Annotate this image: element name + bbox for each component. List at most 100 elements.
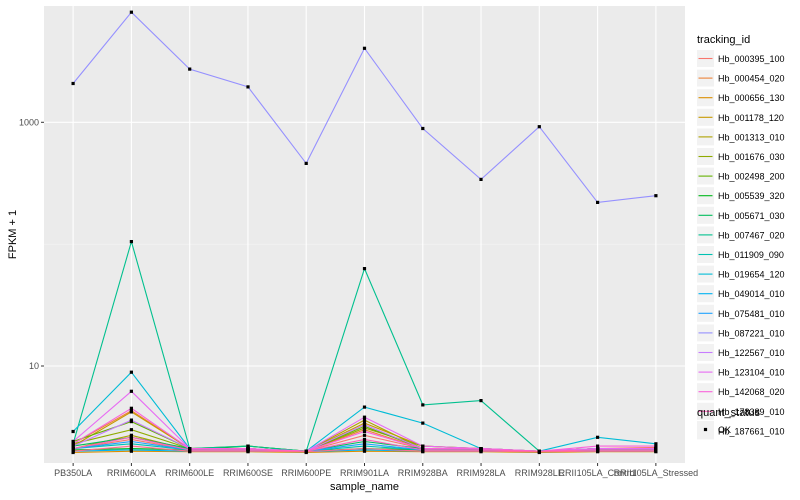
point-Hb_007467_020-7 <box>479 399 483 403</box>
legend-label-6: Hb_002498_200 <box>718 172 785 182</box>
point-Hb_123104_010-0 <box>71 439 75 444</box>
legend-label-1: Hb_000454_020 <box>718 74 785 84</box>
legend-label-3: Hb_001178_120 <box>718 113 784 123</box>
point-Hb_019654_120-6 <box>421 421 425 425</box>
point-Hb_187661_010-4 <box>304 450 308 454</box>
point-Hb_178389_010-0 <box>71 447 75 451</box>
point-Hb_187661_010-6 <box>421 449 425 453</box>
point-Hb_142068_020-9 <box>596 444 600 448</box>
point-Hb_142068_020-10 <box>654 444 658 448</box>
point-Hb_142068_020-1 <box>129 406 133 410</box>
legend-label-12: Hb_049014_010 <box>718 289 785 299</box>
x-tick-label-3: RRIM600SE <box>223 468 273 478</box>
point-Hb_122567_010-5 <box>362 423 367 427</box>
shape-legend-title: quant_status <box>697 407 760 419</box>
point-Hb_087221_010-9 <box>596 200 600 204</box>
point-Hb_011909_090-5 <box>362 444 367 448</box>
x-tick-label-2: RRIM600LE <box>165 468 214 478</box>
point-Hb_187661_010-0 <box>71 449 75 453</box>
point-Hb_187661_010-9 <box>596 449 600 453</box>
point-Hb_087221_010-3 <box>246 85 250 89</box>
point-Hb_122567_010-0 <box>71 444 75 448</box>
legend-label-4: Hb_001313_010 <box>718 132 785 142</box>
legend-label-16: Hb_123104_010 <box>718 368 785 378</box>
x-axis-title: sample_name <box>330 481 399 493</box>
point-Hb_123104_010-1 <box>129 389 133 393</box>
point-Hb_001178_120-1 <box>129 410 133 414</box>
point-Hb_001313_010-5 <box>362 418 367 422</box>
point-Hb_007467_020-5 <box>362 267 367 271</box>
legend-label-18: Hb_178389_010 <box>718 407 785 417</box>
point-Hb_001676_030-5 <box>362 426 367 430</box>
point-Hb_019654_120-5 <box>362 405 367 409</box>
point-Hb_019654_120-9 <box>596 435 600 439</box>
point-Hb_000395_100-5 <box>362 433 367 437</box>
y-axis-title: FPKM + 1 <box>7 210 19 259</box>
legend-label-5: Hb_001676_030 <box>718 152 785 162</box>
point-Hb_178389_010-5 <box>362 437 367 441</box>
point-Hb_187661_010-5 <box>362 447 367 451</box>
x-axis: PB350LA RRIM600LA RRIM600LE RRIM600SE RRIM60… <box>54 463 698 478</box>
point-Hb_187661_010-2 <box>188 449 192 453</box>
legend-label-17: Hb_142068_020 <box>718 387 785 397</box>
legend-label-9: Hb_007467_020 <box>718 230 785 240</box>
legend-label-15: Hb_122567_010 <box>718 348 785 358</box>
point-Hb_049014_010-1 <box>129 448 133 452</box>
point-Hb_123104_010-6 <box>421 444 425 448</box>
shape-legend-items: OK <box>697 421 731 438</box>
x-tick-label-4: RRIM600PE <box>281 468 331 478</box>
point-Hb_000454_020-5 <box>362 428 367 432</box>
point-Hb_187661_010-7 <box>479 449 483 453</box>
point-Hb_122567_010-1 <box>129 418 133 422</box>
point-Hb_087221_010-0 <box>71 81 75 86</box>
point-Hb_087221_010-1 <box>129 10 133 14</box>
y-tick-label-0: 10 <box>29 361 39 371</box>
legend-title: tracking_id <box>697 34 750 46</box>
point-Hb_019654_120-10 <box>654 442 658 446</box>
data-points <box>71 10 658 455</box>
legend-items: Hb_000395_100 Hb_000454_020 Hb_000656_130 H… <box>697 50 785 440</box>
x-tick-label-5: RRIM901LA <box>340 468 389 478</box>
point-Hb_000395_100-1 <box>129 437 133 441</box>
point-Hb_187661_010-10 <box>654 449 658 453</box>
point-Hb_019654_120-0 <box>71 429 75 434</box>
legend-label-14: Hb_087221_010 <box>718 328 785 338</box>
point-Hb_142068_020-5 <box>362 429 367 434</box>
y-tick-label-1: 1000 <box>19 117 39 127</box>
legend-label-19: Hb_187661_010 <box>718 426 785 436</box>
point-Hb_087221_010-10 <box>654 194 658 198</box>
legend-label-11: Hb_019654_120 <box>718 270 785 280</box>
x-tick-label-10: RRII105LA_Stressed <box>614 468 699 478</box>
point-Hb_123104_010-5 <box>362 415 367 419</box>
point-Hb_187661_010-8 <box>537 450 541 454</box>
point-Hb_178389_010-1 <box>129 435 133 439</box>
x-tick-label-6: RRIM928BA <box>398 468 448 478</box>
y-axis: 10 1000 <box>19 117 44 371</box>
point-Hb_075481_010-1 <box>129 439 133 444</box>
point-Hb_142068_020-0 <box>71 442 75 446</box>
point-Hb_087221_010-5 <box>362 46 367 50</box>
point-Hb_075481_010-5 <box>362 442 367 446</box>
legend-label-13: Hb_075481_010 <box>718 309 785 319</box>
point-Hb_087221_010-7 <box>479 177 483 181</box>
point-Hb_087221_010-2 <box>188 67 192 71</box>
point-Hb_007467_020-6 <box>421 403 425 407</box>
x-tick-label-9: RRII105LA_Control <box>559 468 637 478</box>
point-Hb_007467_020-3 <box>246 444 250 448</box>
point-Hb_087221_010-6 <box>421 126 425 131</box>
x-tick-label-7: RRIM928LA <box>457 468 506 478</box>
x-tick-label-8: RRIM928LE <box>515 468 564 478</box>
legend: tracking_id Hb_000395_100Hb_000454_020Hb… <box>697 34 785 440</box>
point-Hb_001313_010-1 <box>129 433 133 437</box>
shape-legend-marker-0 <box>703 427 708 432</box>
point-Hb_187661_010-1 <box>129 444 133 448</box>
point-Hb_007467_020-1 <box>129 240 133 244</box>
point-Hb_011909_090-1 <box>129 442 133 446</box>
legend-label-10: Hb_011909_090 <box>718 250 784 260</box>
grid-lines <box>44 6 685 463</box>
shape-legend-label-0: OK <box>718 425 731 435</box>
point-Hb_187661_010-3 <box>246 449 250 453</box>
legend-label-8: Hb_005671_030 <box>718 211 785 221</box>
point-Hb_001676_030-1 <box>129 428 133 432</box>
